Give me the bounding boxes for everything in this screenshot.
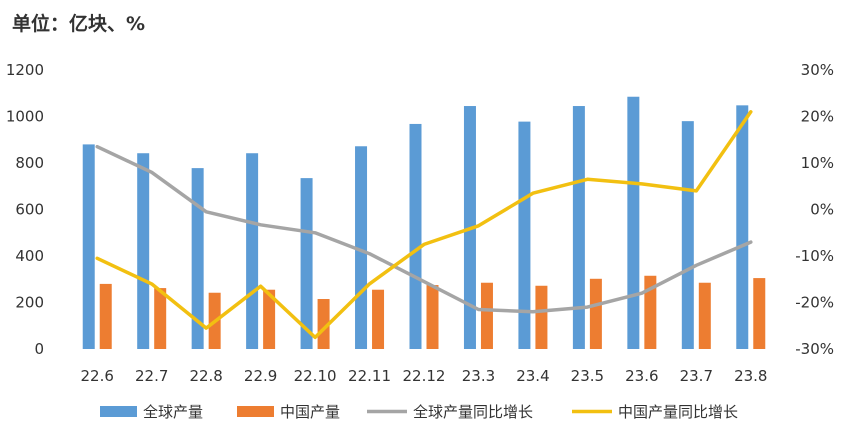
legend-swatch (237, 406, 274, 417)
line-global-growth (95, 144, 753, 314)
bar-china (317, 299, 330, 349)
legend-label: 中国产量同比增长 (618, 403, 738, 421)
bar-global (246, 153, 259, 349)
right-tick-label: -10% (795, 247, 834, 265)
legend: 全球产量 中国产量 全球产量同比增长 中国产量同比增长 (100, 403, 738, 421)
category-label: 22.7 (135, 367, 168, 385)
category-axis: 22.6 22.7 22.8 22.9 22.10 22.11 22.12 23.3 23.4 2… (81, 367, 768, 385)
right-tick-label: 30% (801, 61, 834, 79)
bar-global (572, 106, 585, 349)
category-label: 22.6 (81, 367, 114, 385)
bar-china (99, 283, 112, 349)
category-label: 22.9 (244, 367, 277, 385)
legend-label: 全球产量同比增长 (413, 403, 533, 421)
bar-global (409, 123, 422, 349)
category-label: 23.7 (680, 367, 713, 385)
bar-china (263, 289, 276, 349)
bar-china (535, 285, 548, 349)
left-tick-label: 1200 (6, 61, 44, 79)
category-label: 22.10 (294, 367, 337, 385)
category-label: 23.8 (734, 367, 767, 385)
bar-china (154, 288, 167, 349)
bar-global (82, 144, 95, 349)
bar-china (480, 282, 493, 349)
left-axis: 0 200 400 600 800 1000 1200 (6, 61, 44, 358)
legend-swatch (100, 406, 137, 417)
right-axis: -30% -20% -10% 0% 10% 20% 30% (795, 61, 834, 358)
unit-label: 单位：亿块、% (12, 12, 145, 35)
left-tick-label: 200 (15, 294, 44, 312)
category-label: 23.5 (571, 367, 604, 385)
right-tick-label: 0% (810, 201, 834, 219)
left-tick-label: 1000 (6, 108, 44, 126)
bar-global (191, 168, 204, 349)
category-label: 22.8 (189, 367, 222, 385)
left-tick-label: 400 (15, 247, 44, 265)
bar-china (372, 289, 385, 349)
bar-global (137, 153, 150, 349)
bar-global (736, 105, 749, 349)
bar-global (300, 178, 313, 349)
right-tick-label: 20% (801, 108, 834, 126)
bar-china (426, 285, 439, 349)
right-tick-label: -30% (795, 340, 834, 358)
left-tick-label: 800 (15, 154, 44, 172)
left-tick-label: 600 (15, 201, 44, 219)
bar-global (681, 121, 694, 350)
series-china-bars (99, 275, 766, 349)
legend-label: 中国产量 (280, 403, 340, 421)
right-tick-label: -20% (795, 294, 834, 312)
bar-china (753, 278, 766, 349)
bar-china (698, 282, 711, 349)
legend-label: 全球产量 (143, 403, 203, 421)
series-global-growth (95, 144, 753, 314)
category-label: 23.6 (625, 367, 658, 385)
bar-china (644, 275, 657, 349)
series-global-bars (82, 96, 749, 350)
bar-global (627, 96, 640, 349)
right-tick-label: 10% (801, 154, 834, 172)
category-label: 22.12 (403, 367, 446, 385)
bar-global (355, 146, 368, 349)
category-label: 23.3 (462, 367, 495, 385)
left-tick-label: 0 (34, 340, 44, 358)
bar-global (518, 121, 531, 350)
category-label: 22.11 (348, 367, 391, 385)
line-china-growth (95, 110, 753, 340)
category-label: 23.4 (516, 367, 549, 385)
series-china-growth (95, 110, 753, 340)
bar-china (589, 278, 602, 349)
